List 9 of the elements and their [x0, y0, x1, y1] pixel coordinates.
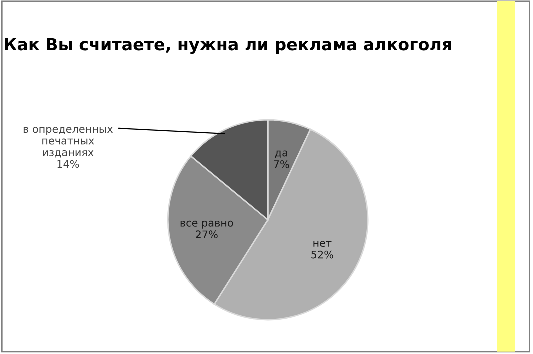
data-label: 52%: [312, 250, 334, 259]
slice-label: все равно: [180, 220, 234, 229]
data-label: 14%: [58, 160, 80, 168]
data-label: 7%: [274, 160, 290, 168]
slice-label: да: [275, 150, 288, 158]
data-label: 27%: [196, 230, 218, 239]
slice-label: в определенных печатных изданиях: [24, 127, 113, 158]
slice-label: нет: [314, 241, 332, 248]
chart-title: Как Вы считаете, нужна ли реклама алкоголя: [5, 38, 452, 54]
